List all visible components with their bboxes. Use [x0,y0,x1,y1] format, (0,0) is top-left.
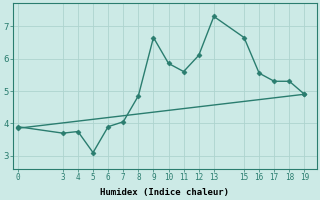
X-axis label: Humidex (Indice chaleur): Humidex (Indice chaleur) [100,188,229,197]
